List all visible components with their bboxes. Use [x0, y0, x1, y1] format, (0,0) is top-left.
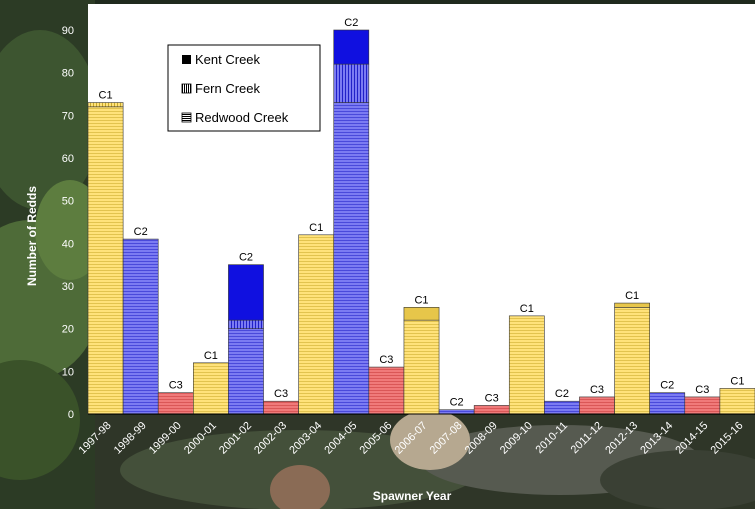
x-tick-label-2010-11: 2010-11 [534, 420, 570, 456]
bar-redwood-creek-2010-11 [544, 400, 580, 415]
legend-swatch-kent-creek [182, 55, 191, 64]
y-tick-label-70: 70 [62, 110, 74, 122]
bar-redwood-creek-2015-16 [719, 388, 755, 415]
y-tick-label-0: 0 [68, 409, 74, 421]
cohort-label-2015-16: C1 [730, 375, 744, 387]
cohort-label-2001-02: C2 [239, 252, 253, 264]
x-tick-label-2014-15: 2014-15 [673, 420, 710, 457]
cohort-label-1999-00: C3 [169, 380, 183, 392]
bar-redwood-creek-2001-02 [228, 328, 264, 415]
x-tick-label-1999-00: 1999-00 [147, 420, 184, 457]
bar-redwood-creek-1998-99 [122, 238, 159, 415]
bar-fern-creek-1997-98 [87, 102, 124, 108]
bar-kent-creek-2001-02 [228, 264, 264, 321]
x-tick-label-2004-05: 2004-05 [322, 420, 359, 457]
bar-redwood-creek-2012-13 [614, 307, 650, 415]
bar-redwood-creek-2009-10 [508, 315, 545, 415]
bar-redwood-creek-2003-04 [298, 234, 335, 415]
bar-fern-creek-2004-05 [333, 63, 370, 103]
cohort-label-2010-11: C2 [555, 388, 569, 400]
cohort-label-2009-10: C1 [520, 303, 534, 315]
bar-redwood-creek-2000-01 [193, 362, 229, 415]
bar-kent-creek-2012-13 [614, 302, 650, 308]
cohort-label-1998-99: C2 [134, 226, 148, 238]
x-tick-label-2007-08: 2007-08 [428, 420, 465, 457]
x-tick-label-2001-02: 2001-02 [217, 420, 254, 457]
cohort-label-2004-05: C2 [344, 17, 358, 29]
x-tick-label-2002-03: 2002-03 [252, 420, 289, 457]
legend-label-kent-creek: Kent Creek [195, 52, 261, 67]
bar-kent-creek-2006-07 [403, 307, 440, 321]
legend-swatch-fern-creek [181, 83, 192, 94]
bar-redwood-creek-2005-06 [368, 366, 405, 415]
cohort-label-2007-08: C2 [450, 397, 464, 409]
cohort-label-2013-14: C2 [660, 380, 674, 392]
bar-redwood-creek-1997-98 [87, 106, 124, 415]
cohort-label-2003-04: C1 [309, 222, 323, 234]
bar-fern-creek-2001-02 [228, 319, 264, 329]
bar-redwood-creek-2008-09 [473, 405, 510, 415]
legend-label-fern-creek: Fern Creek [195, 81, 261, 96]
y-tick-label-90: 90 [62, 25, 74, 37]
y-tick-label-50: 50 [62, 196, 74, 208]
cohort-label-2014-15: C3 [695, 384, 709, 396]
legend-item-kent-creek: Kent Creek [182, 52, 261, 67]
legend-item-fern-creek: Fern Creek [181, 81, 261, 96]
y-tick-label-40: 40 [62, 238, 74, 250]
x-tick-label-2000-01: 2000-01 [182, 420, 219, 457]
y-tick-label-60: 60 [62, 153, 74, 165]
bar-redwood-creek-2013-14 [649, 392, 686, 415]
x-tick-label-2012-13: 2012-13 [603, 420, 640, 457]
x-axis-label: Spawner Year [373, 489, 452, 503]
y-tick-label-30: 30 [62, 281, 74, 293]
bar-redwood-creek-2006-07 [403, 319, 440, 415]
legend: Kent Creek Fern Creek Redwood Creek [167, 44, 321, 132]
x-tick-label-2005-06: 2005-06 [357, 420, 394, 457]
y-axis-label: Number of Redds [25, 186, 39, 286]
cohort-label-2011-12: C3 [590, 384, 604, 396]
cohort-label-2006-07: C1 [414, 294, 428, 306]
x-tick-label-1997-98: 1997-98 [77, 420, 114, 457]
bar-redwood-creek-2014-15 [684, 396, 721, 415]
cohort-label-2008-09: C3 [485, 392, 499, 404]
legend-item-redwood-creek: Redwood Creek [181, 110, 289, 125]
x-tick-label-2006-07: 2006-07 [393, 420, 430, 457]
x-tick-label-1998-99: 1998-99 [112, 420, 149, 457]
x-tick-label-2003-04: 2003-04 [287, 420, 324, 457]
bar-redwood-creek-2002-03 [263, 400, 299, 415]
cohort-label-2012-13: C1 [625, 290, 639, 302]
legend-label-redwood-creek: Redwood Creek [195, 110, 289, 125]
x-tick-label-2013-14: 2013-14 [638, 420, 675, 457]
bar-redwood-creek-2004-05 [333, 102, 370, 415]
bar-redwood-creek-2011-12 [579, 396, 615, 415]
y-tick-label-80: 80 [62, 68, 74, 80]
x-tick-label-2011-12: 2011-12 [569, 420, 605, 456]
x-tick-label-2009-10: 2009-10 [498, 420, 535, 457]
bar-kent-creek-2004-05 [333, 29, 370, 65]
legend-swatch-redwood-creek [181, 112, 192, 123]
cohort-label-2005-06: C3 [379, 354, 393, 366]
y-tick-label-20: 20 [62, 324, 74, 336]
bar-redwood-creek-1999-00 [157, 392, 194, 415]
cohort-label-2000-01: C1 [204, 350, 218, 362]
cohort-label-2002-03: C3 [274, 388, 288, 400]
cohort-label-1997-98: C1 [99, 90, 113, 102]
x-tick-label-2008-09: 2008-09 [463, 420, 500, 457]
x-tick-label-2015-16: 2015-16 [709, 420, 746, 457]
bar-redwood-creek-2007-08 [438, 409, 475, 415]
y-tick-label-10: 10 [62, 366, 74, 378]
